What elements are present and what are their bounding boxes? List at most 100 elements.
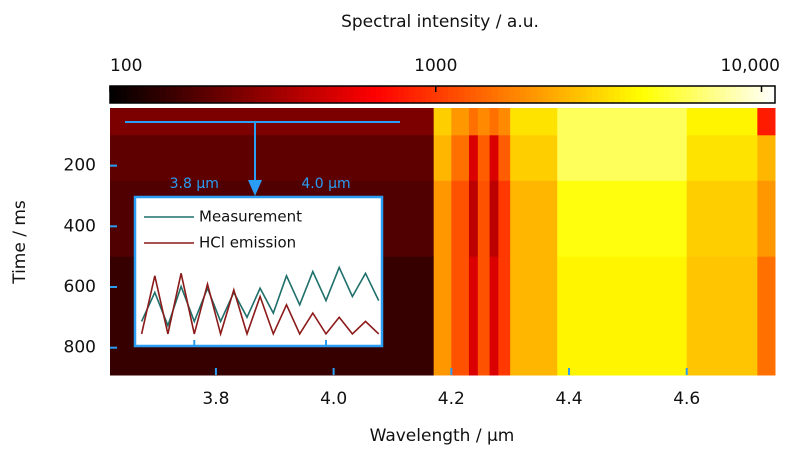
x-tick-label: 4.6 xyxy=(673,389,700,409)
colorbar-cell xyxy=(436,86,444,103)
inset-x-tick-label: 3.8 µm xyxy=(170,176,219,192)
colorbar-cell xyxy=(592,86,599,103)
colorbar-cell xyxy=(558,86,566,103)
colorbar-cell xyxy=(442,86,449,103)
inset-x-tick-label: 4.0 µm xyxy=(301,176,350,192)
heatmap-cell xyxy=(686,108,758,136)
colorbar-cell xyxy=(597,86,604,103)
colorbar-cell xyxy=(503,86,510,103)
colorbar-cell xyxy=(752,86,759,103)
colorbar-cell xyxy=(126,86,133,103)
colorbar-cell xyxy=(664,86,671,103)
colorbar-cell xyxy=(642,86,649,103)
colorbar-cell xyxy=(353,86,360,103)
colorbar-cell xyxy=(187,86,194,103)
heatmap-cell xyxy=(757,256,776,376)
heatmap-cell xyxy=(498,108,511,136)
colorbar-cell xyxy=(625,86,632,103)
heatmap-cell xyxy=(557,108,688,136)
colorbar-cell xyxy=(143,86,150,103)
heatmap-cell xyxy=(433,135,452,182)
heatmap-cell xyxy=(686,135,758,182)
colorbar: 100 1000 10,000 xyxy=(109,56,780,104)
colorbar-cell xyxy=(287,86,294,103)
arrow-head xyxy=(248,180,262,196)
chart-title: Spectral intensity / a.u. xyxy=(341,12,539,32)
colorbar-cell xyxy=(198,86,205,103)
colorbar-cell xyxy=(220,86,227,103)
colorbar-cell xyxy=(326,86,333,103)
colorbar-cell xyxy=(376,86,383,103)
colorbar-cell xyxy=(758,86,765,103)
colorbar-cell xyxy=(243,86,250,103)
colorbar-cell xyxy=(148,86,155,103)
colorbar-cell xyxy=(492,86,499,103)
colorbar-cell xyxy=(315,86,322,103)
colorbar-cell xyxy=(403,86,410,103)
colorbar-cell xyxy=(708,86,715,103)
colorbar-cell xyxy=(414,86,421,103)
y-tick-label: 800 xyxy=(64,338,96,358)
colorbar-tick-label: 10,000 xyxy=(721,56,780,76)
colorbar-cell xyxy=(254,86,261,103)
heatmap-cell xyxy=(451,135,470,182)
x-axis-label: Wavelength / µm xyxy=(370,426,515,446)
colorbar-cell xyxy=(747,86,754,103)
colorbar-cell xyxy=(669,86,676,103)
y-axis-label: Time / ms xyxy=(10,200,30,285)
colorbar-cell xyxy=(348,86,355,103)
colorbar-cell xyxy=(725,86,732,103)
colorbar-tick-label: 1000 xyxy=(414,56,457,76)
y-tick-label: 400 xyxy=(64,216,96,236)
x-tick-label: 4.4 xyxy=(556,389,583,409)
colorbar-cell xyxy=(226,86,233,103)
colorbar-cell xyxy=(497,86,505,103)
heatmap-cell xyxy=(489,256,499,376)
colorbar-cell xyxy=(697,86,704,103)
colorbar-cell xyxy=(331,86,338,103)
colorbar-cell xyxy=(425,86,433,103)
colorbar-cell xyxy=(342,86,349,103)
colorbar-cell xyxy=(603,86,610,103)
colorbar-cell xyxy=(486,86,493,103)
colorbar-cell xyxy=(464,86,471,103)
colorbar-cell xyxy=(381,86,388,103)
colorbar-cell xyxy=(575,86,582,103)
colorbar-cell xyxy=(281,86,288,103)
colorbar-cell xyxy=(581,86,588,103)
colorbar-cell xyxy=(509,86,516,103)
colorbar-cell xyxy=(536,86,543,103)
colorbar-cell xyxy=(259,86,266,103)
colorbar-cell xyxy=(265,86,272,103)
colorbar-cell xyxy=(359,86,366,103)
heatmap-cell xyxy=(477,180,491,258)
colorbar-cell xyxy=(614,86,621,103)
heatmap-cell xyxy=(757,180,776,258)
colorbar-cell xyxy=(110,86,117,103)
colorbar-cell xyxy=(714,86,721,103)
colorbar-cell xyxy=(636,86,643,103)
colorbar-cell xyxy=(653,86,660,103)
colorbar-cell xyxy=(459,86,466,103)
colorbar-cell xyxy=(619,86,626,103)
colorbar-cell xyxy=(763,86,771,103)
colorbar-cell xyxy=(448,86,455,103)
colorbar-cell xyxy=(137,86,144,103)
colorbar-cell xyxy=(475,86,482,103)
colorbar-cell xyxy=(453,86,460,103)
colorbar-cell xyxy=(470,86,477,103)
heatmap-cell xyxy=(477,108,491,136)
colorbar-cell xyxy=(398,86,405,103)
legend-label: HCl emission xyxy=(199,234,296,252)
colorbar-cell xyxy=(547,86,554,103)
y-tick-label: 200 xyxy=(64,156,96,176)
colorbar-cell xyxy=(542,86,549,103)
heatmap-cell xyxy=(498,256,511,376)
legend-label: Measurement xyxy=(199,208,302,226)
colorbar-cell xyxy=(741,86,748,103)
colorbar-cell xyxy=(292,86,300,103)
heatmap-cell xyxy=(510,108,558,136)
colorbar-cell xyxy=(176,86,183,103)
heatmap-cell xyxy=(110,135,435,182)
